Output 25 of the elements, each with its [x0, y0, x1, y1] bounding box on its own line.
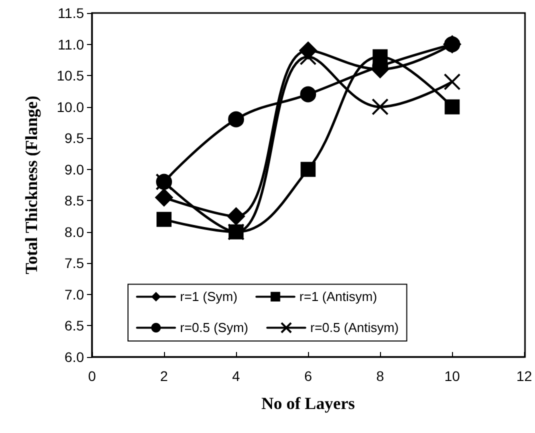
y-tick-label: 6.0 — [64, 349, 84, 365]
x-tick-label: 6 — [304, 368, 312, 384]
legend-label: r=0.5 (Sym) — [180, 320, 248, 336]
x-tick-label: 10 — [444, 368, 460, 384]
legend-label: r=0.5 (Antisym) — [310, 320, 399, 336]
legend-label: r=1 (Sym) — [180, 289, 238, 304]
x-tick-label: 0 — [88, 368, 96, 384]
y-tick-label: 10.5 — [56, 68, 84, 84]
y-tick-label: 9.5 — [64, 130, 84, 146]
y-tick-label: 7.5 — [64, 255, 84, 272]
y-tick-label: 11.0 — [58, 36, 84, 52]
x-tick-label: 4 — [232, 368, 240, 384]
y-tick-label: 10.0 — [56, 98, 84, 115]
y-tick-label: 8.0 — [64, 224, 84, 240]
y-tick-label: 6.5 — [64, 318, 84, 334]
y-axis-title: Total Thickness (Flange) — [22, 96, 41, 274]
x-axis-title: No of Layers — [261, 394, 356, 413]
x-tick-label: 12 — [516, 368, 532, 384]
y-tick-label: 11.5 — [58, 5, 84, 21]
x-tick-label: 2 — [160, 368, 168, 384]
y-tick-label: 7.0 — [64, 286, 84, 302]
y-tick-label: 8.5 — [64, 192, 84, 209]
legend-label: r=1 (Antisym) — [299, 289, 378, 304]
x-tick-label: 8 — [376, 368, 384, 384]
y-tick-label: 9.0 — [64, 161, 84, 178]
